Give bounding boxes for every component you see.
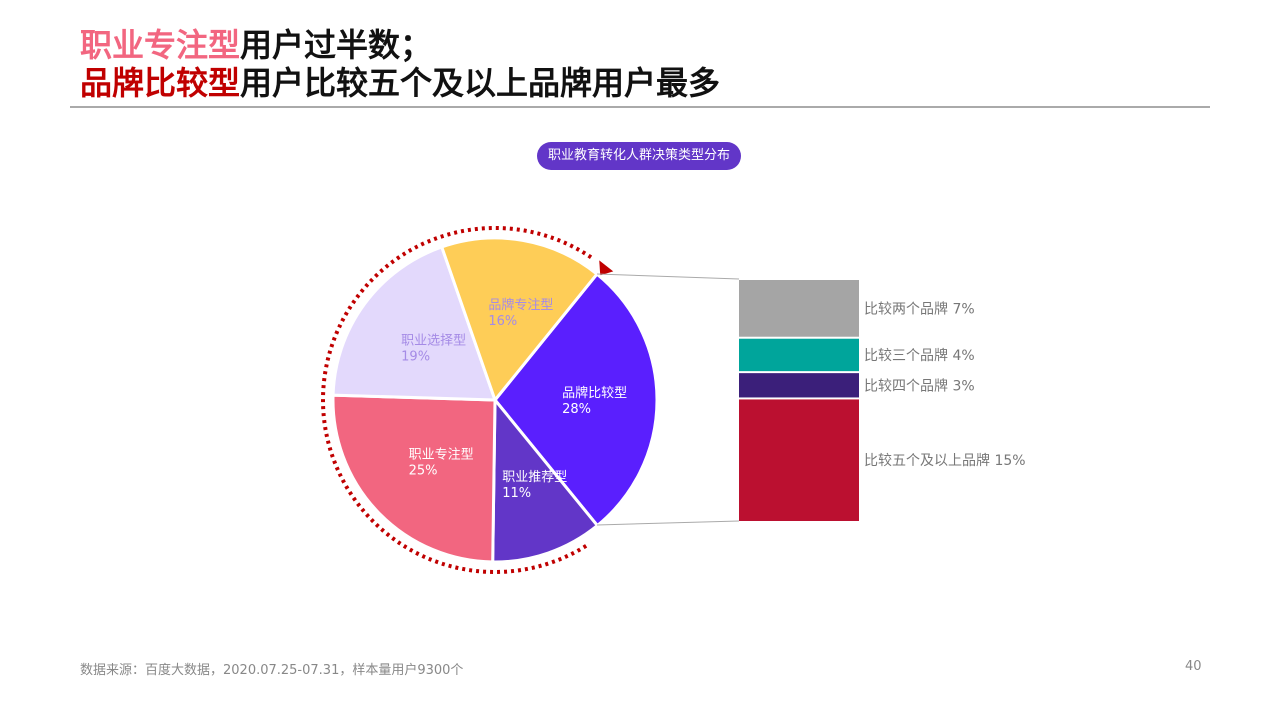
slice-percent: 16% (488, 314, 517, 329)
slice-label: 品牌比较型 (562, 385, 627, 401)
bar-segment (739, 280, 859, 337)
connector-line (596, 520, 740, 526)
title-divider (70, 106, 1210, 108)
chart-title-badge: 职业教育转化人群决策类型分布 (537, 142, 742, 170)
slice-percent: 19% (401, 349, 430, 364)
bar-segment (739, 399, 859, 521)
bar-segment-label: 比较五个及以上品牌 15% (864, 452, 1026, 469)
bar-segment-label: 比较两个品牌 7% (864, 300, 975, 317)
title-line-1: 职业专注型用户过半数； (80, 26, 433, 64)
title-line-2: 品牌比较型用户比较五个及以上品牌用户最多 (80, 64, 721, 102)
slice-percent: 25% (409, 464, 438, 479)
slice-percent: 28% (562, 402, 591, 417)
slice-label: 职业专注型 (409, 448, 474, 463)
pie-slice (331, 393, 497, 564)
pie-slice (439, 236, 600, 404)
slice-label: 品牌专注型 (488, 297, 553, 313)
pie-slice (493, 271, 659, 528)
page-title: 职业专注型用户过半数； 品牌比较型用户比较五个及以上品牌用户最多 (80, 26, 720, 102)
data-source: 数据来源：百度大数据，2020.07.25-07.31，样本量用户9300个 (80, 663, 464, 678)
dotted-arc (321, 226, 595, 574)
bar-segment-label: 比较四个品牌 3% (864, 377, 975, 394)
bar-segment-label: 比较三个品牌 4% (864, 347, 975, 364)
slice-label: 职业选择型 (401, 333, 466, 348)
bar-segment (739, 338, 859, 372)
pie-slice (491, 395, 600, 564)
page-number: 40 (1185, 659, 1202, 674)
connector-line (596, 273, 740, 280)
bar-segment (739, 373, 859, 398)
slice-label: 职业推荐型 (502, 470, 567, 485)
slice-percent: 11% (502, 486, 531, 501)
arc-arrow-icon (599, 260, 614, 276)
